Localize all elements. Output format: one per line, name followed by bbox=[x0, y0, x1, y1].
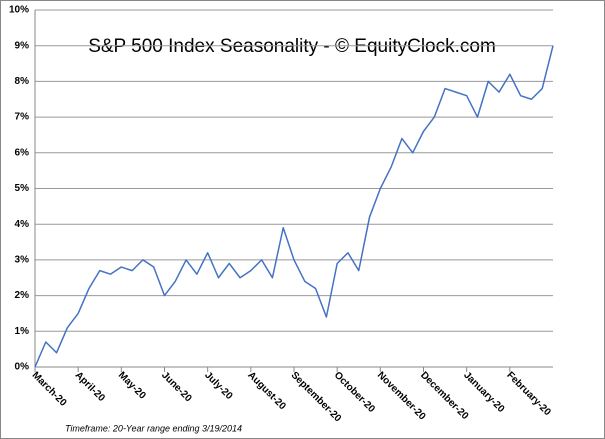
chart-title: S&P 500 Index Seasonality - © EquityCloc… bbox=[88, 36, 496, 57]
y-tick-label: 5% bbox=[15, 183, 30, 194]
y-tick-label: 7% bbox=[15, 112, 30, 123]
y-tick-label: 3% bbox=[15, 255, 30, 266]
line bbox=[34, 45, 554, 368]
y-tick-label: 2% bbox=[15, 290, 30, 301]
y-tick-label: 4% bbox=[15, 219, 30, 230]
y-tick-label: 10% bbox=[9, 5, 29, 16]
y-tick-label: 9% bbox=[15, 40, 30, 51]
y-tick-label: 8% bbox=[15, 76, 30, 87]
y-tick-label: 6% bbox=[15, 147, 30, 158]
y-tick-label: 0% bbox=[15, 362, 30, 373]
y-tick-label: 1% bbox=[15, 326, 30, 337]
footnote: Timeframe: 20-Year range ending 3/19/201… bbox=[65, 423, 242, 433]
